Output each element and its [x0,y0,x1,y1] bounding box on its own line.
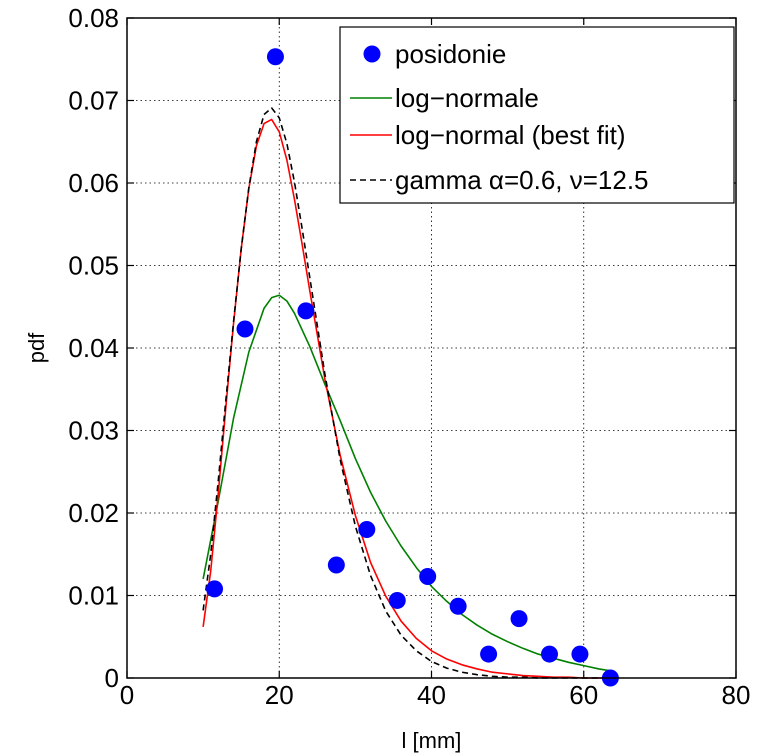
posidonie-point [480,645,498,663]
data-points [206,48,619,687]
legend-label: posidonie [395,39,506,69]
legend-label: log−normal (best fit) [395,120,625,150]
y-tick-label: 0.08 [68,3,119,33]
posidonie-point [266,48,284,66]
y-tick-label: 0.06 [68,168,119,198]
legend-box [339,26,735,204]
y-tick-label: 0.03 [68,416,119,446]
y-tick-label: 0.05 [68,251,119,281]
legend-label: gamma α=0.6, ν=12.5 [395,165,649,195]
legend-label: log−normale [395,83,539,113]
legend-items: posidonie log−normale log−normal (best fit… [350,39,649,195]
x-tick-label: 0 [120,680,134,710]
curves [202,107,615,679]
x-tick-label: 40 [417,680,446,710]
series-line-1 [202,294,615,673]
posidonie-point [571,645,589,663]
y-tick-label: 0.01 [68,581,119,611]
posidonie-point [206,580,224,598]
posidonie-point [358,521,376,538]
legend-marker [363,45,381,63]
y-tick-label: 0.04 [68,333,119,363]
y-tick-label: 0.02 [68,498,119,528]
posidonie-point [236,320,254,338]
posidonie-point [388,591,406,609]
x-tick-label: 60 [569,680,598,710]
posidonie-point [540,645,558,663]
posidonie-point [297,302,315,320]
posidonie-point [419,568,437,586]
axis-ticks: 0 20 40 60 80 0 0.01 0.02 0.03 0.04 0.05 0.06 0.07 0.… [68,3,750,710]
y-tick-label: 0.07 [68,86,119,116]
x-axis-label: l [mm] [402,728,462,753]
series-line-3 [202,107,615,679]
y-axis-label: pdf [24,332,49,363]
grid [127,18,736,678]
legend: posidonie log−normale log−normal (best fit… [339,26,735,204]
x-tick-label: 20 [265,680,294,710]
posidonie-point [449,597,467,615]
posidonie-point [510,610,528,628]
posidonie-point [327,556,345,574]
x-tick-label: 80 [722,680,751,710]
y-tick-label: 0 [105,663,119,693]
